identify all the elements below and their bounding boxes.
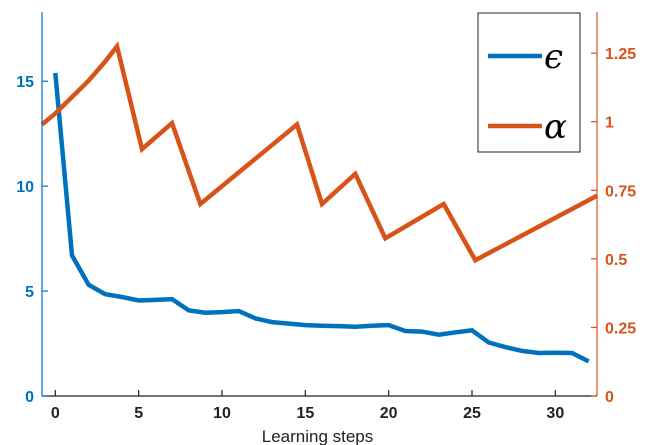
x-tick-label: 5 <box>134 405 143 422</box>
left-y-tick-label: 5 <box>25 284 34 301</box>
x-tick-label: 10 <box>213 405 231 422</box>
left-y-tick-label: 0 <box>25 389 34 406</box>
right-y-tick-label: 0 <box>605 389 614 406</box>
series-line-epsilon <box>53 72 590 364</box>
right-y-tick-label: 1.25 <box>605 46 636 63</box>
x-axis-title: Learning steps <box>262 427 374 445</box>
x-tick-label: 25 <box>463 405 481 422</box>
legend-box <box>477 12 581 153</box>
legend-label: ϵ <box>544 37 563 77</box>
series-line-alpha <box>40 41 599 264</box>
legend-label: α <box>544 107 567 147</box>
right-y-tick-label: 0.5 <box>605 252 627 269</box>
right-y-tick-label: 0.75 <box>605 183 636 200</box>
x-tick-label: 20 <box>380 405 398 422</box>
left-y-tick-label: 15 <box>16 74 34 91</box>
right-y-tick-label: 0.25 <box>605 320 636 337</box>
x-tick-label: 0 <box>51 405 60 422</box>
x-tick-label: 30 <box>546 405 564 422</box>
right-y-tick-label: 1 <box>605 115 614 132</box>
x-tick-label: 15 <box>296 405 314 422</box>
left-y-tick-label: 10 <box>16 179 34 196</box>
